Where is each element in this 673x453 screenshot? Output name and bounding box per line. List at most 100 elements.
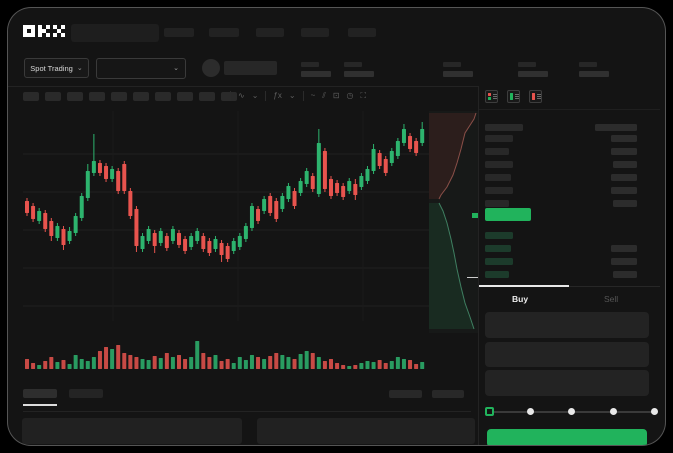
orders-tab-active[interactable]: [23, 389, 57, 398]
total-input[interactable]: [485, 370, 649, 396]
price-placeholder: [485, 232, 513, 239]
chevron-down-icon: ⌄: [76, 64, 83, 72]
amount-placeholder: [611, 148, 637, 155]
pair-dropdown[interactable]: ⌄: [96, 58, 186, 79]
nav-item-placeholder[interactable]: [164, 28, 194, 37]
orderbook-toggle-split-view-icon[interactable]: [485, 90, 498, 103]
line-tool-icon[interactable]: ~: [310, 91, 316, 100]
timeframe-button[interactable]: [199, 92, 215, 101]
chevron-down-icon: ⌄: [173, 65, 179, 72]
indicators-fx-icon[interactable]: ƒx: [273, 91, 282, 100]
ticker-stat: [443, 62, 477, 77]
bid-row[interactable]: [479, 268, 660, 281]
buy-tab-indicator: [479, 285, 569, 287]
amount-placeholder: [611, 135, 637, 142]
market-type-selector[interactable]: Spot Trading ⌄: [24, 58, 89, 78]
last-price-badge[interactable]: [485, 208, 531, 221]
logo-letter: [23, 25, 35, 37]
price-placeholder: [485, 148, 509, 155]
coin-avatar: [202, 59, 220, 77]
ask-row[interactable]: [479, 145, 660, 158]
timeframe-button[interactable]: [45, 92, 61, 101]
bid-row[interactable]: [479, 229, 660, 242]
ask-row[interactable]: [479, 197, 660, 210]
price-placeholder: [485, 271, 509, 278]
active-tab-underline: [23, 404, 57, 406]
orderbook-divider: [479, 109, 660, 110]
timeframe-button[interactable]: [177, 92, 193, 101]
timeframe-button[interactable]: [89, 92, 105, 101]
ask-row[interactable]: [479, 158, 660, 171]
ticker-stat: [344, 62, 378, 77]
orders-action-button[interactable]: [432, 390, 464, 398]
buy-submit-button[interactable]: [487, 429, 647, 445]
depth-chart-panel: [429, 111, 478, 333]
orderbook-toggle-asks-only-icon[interactable]: [529, 90, 542, 103]
ask-row[interactable]: [479, 184, 660, 197]
slider-stop[interactable]: [609, 408, 617, 415]
orders-divider: [23, 411, 471, 412]
tab-sell[interactable]: Sell: [604, 294, 619, 304]
candle-style-icon[interactable]: ∿: [238, 91, 245, 100]
chevron-down-icon[interactable]: ⌄: [288, 91, 296, 100]
app-window: Spot Trading ⌄ ⌄ ∿ ⌄ ƒx ⌄ ~ ⫽ ⊡ ◷ ⛶: [7, 7, 666, 446]
amount-placeholder: [613, 271, 637, 278]
toolbar-separator: [230, 91, 231, 101]
bid-row[interactable]: [479, 255, 660, 268]
market-type-label: Spot Trading: [30, 63, 73, 73]
ask-row[interactable]: [479, 132, 660, 145]
orderbook-header-row: [479, 121, 660, 134]
nav-item-placeholder[interactable]: [348, 28, 376, 37]
toolbar-separator: [265, 91, 267, 101]
camera-icon[interactable]: ⊡: [332, 91, 340, 100]
amount-column-header: [595, 124, 637, 131]
price-column-header: [485, 124, 523, 131]
ticker-stat: [579, 62, 613, 77]
orders-action-button[interactable]: [389, 390, 422, 398]
timeframe-button[interactable]: [67, 92, 83, 101]
timeframe-button[interactable]: [23, 92, 39, 101]
slider-handle[interactable]: [485, 407, 494, 416]
price-placeholder: [485, 258, 513, 265]
trade-tabs-divider: [479, 286, 660, 287]
clock-icon[interactable]: ◷: [346, 91, 354, 100]
slider-stop[interactable]: [526, 408, 534, 415]
ticker-stat: [301, 62, 335, 77]
amount-placeholder: [613, 200, 637, 207]
timeframe-button[interactable]: [221, 92, 237, 101]
tab-buy[interactable]: Buy: [512, 294, 529, 304]
compare-icon[interactable]: ⫽: [322, 91, 326, 100]
timeframe-button[interactable]: [155, 92, 171, 101]
slider-stop[interactable]: [568, 408, 575, 415]
candlestick-chart[interactable]: [23, 111, 429, 376]
orderbook-toggle-bids-only-icon[interactable]: [507, 90, 520, 103]
price-input[interactable]: [485, 312, 649, 338]
price-placeholder: [485, 174, 511, 181]
slider-stop[interactable]: [651, 408, 658, 415]
okx-logo[interactable]: [23, 25, 65, 37]
orders-table-placeholder: [257, 418, 475, 444]
orders-tab[interactable]: [69, 389, 103, 398]
timeframe-button[interactable]: [133, 92, 149, 101]
fullscreen-icon[interactable]: ⛶: [360, 91, 367, 100]
price-placeholder: [485, 135, 513, 142]
amount-placeholder: [611, 187, 637, 194]
nav-item-placeholder[interactable]: [301, 28, 329, 37]
nav-item-placeholder[interactable]: [209, 28, 239, 37]
amount-input[interactable]: [485, 342, 649, 367]
toolbar-separator: [302, 91, 304, 101]
amount-placeholder: [611, 174, 637, 181]
pair-name-placeholder: [224, 61, 277, 75]
chart-toolbar-icons: ∿ ⌄ ƒx ⌄ ~ ⫽ ⊡ ◷ ⛶: [230, 88, 366, 104]
logo-letter: [38, 25, 50, 37]
search-placeholder[interactable]: [71, 24, 159, 42]
timeframe-button[interactable]: [111, 92, 127, 101]
header-divider: [8, 86, 478, 87]
nav-item-placeholder[interactable]: [256, 28, 284, 37]
chevron-down-icon[interactable]: ⌄: [251, 91, 259, 100]
ask-row[interactable]: [479, 171, 660, 184]
bid-row[interactable]: [479, 242, 660, 255]
amount-placeholder: [611, 258, 637, 265]
ticker-stat: [518, 62, 552, 77]
